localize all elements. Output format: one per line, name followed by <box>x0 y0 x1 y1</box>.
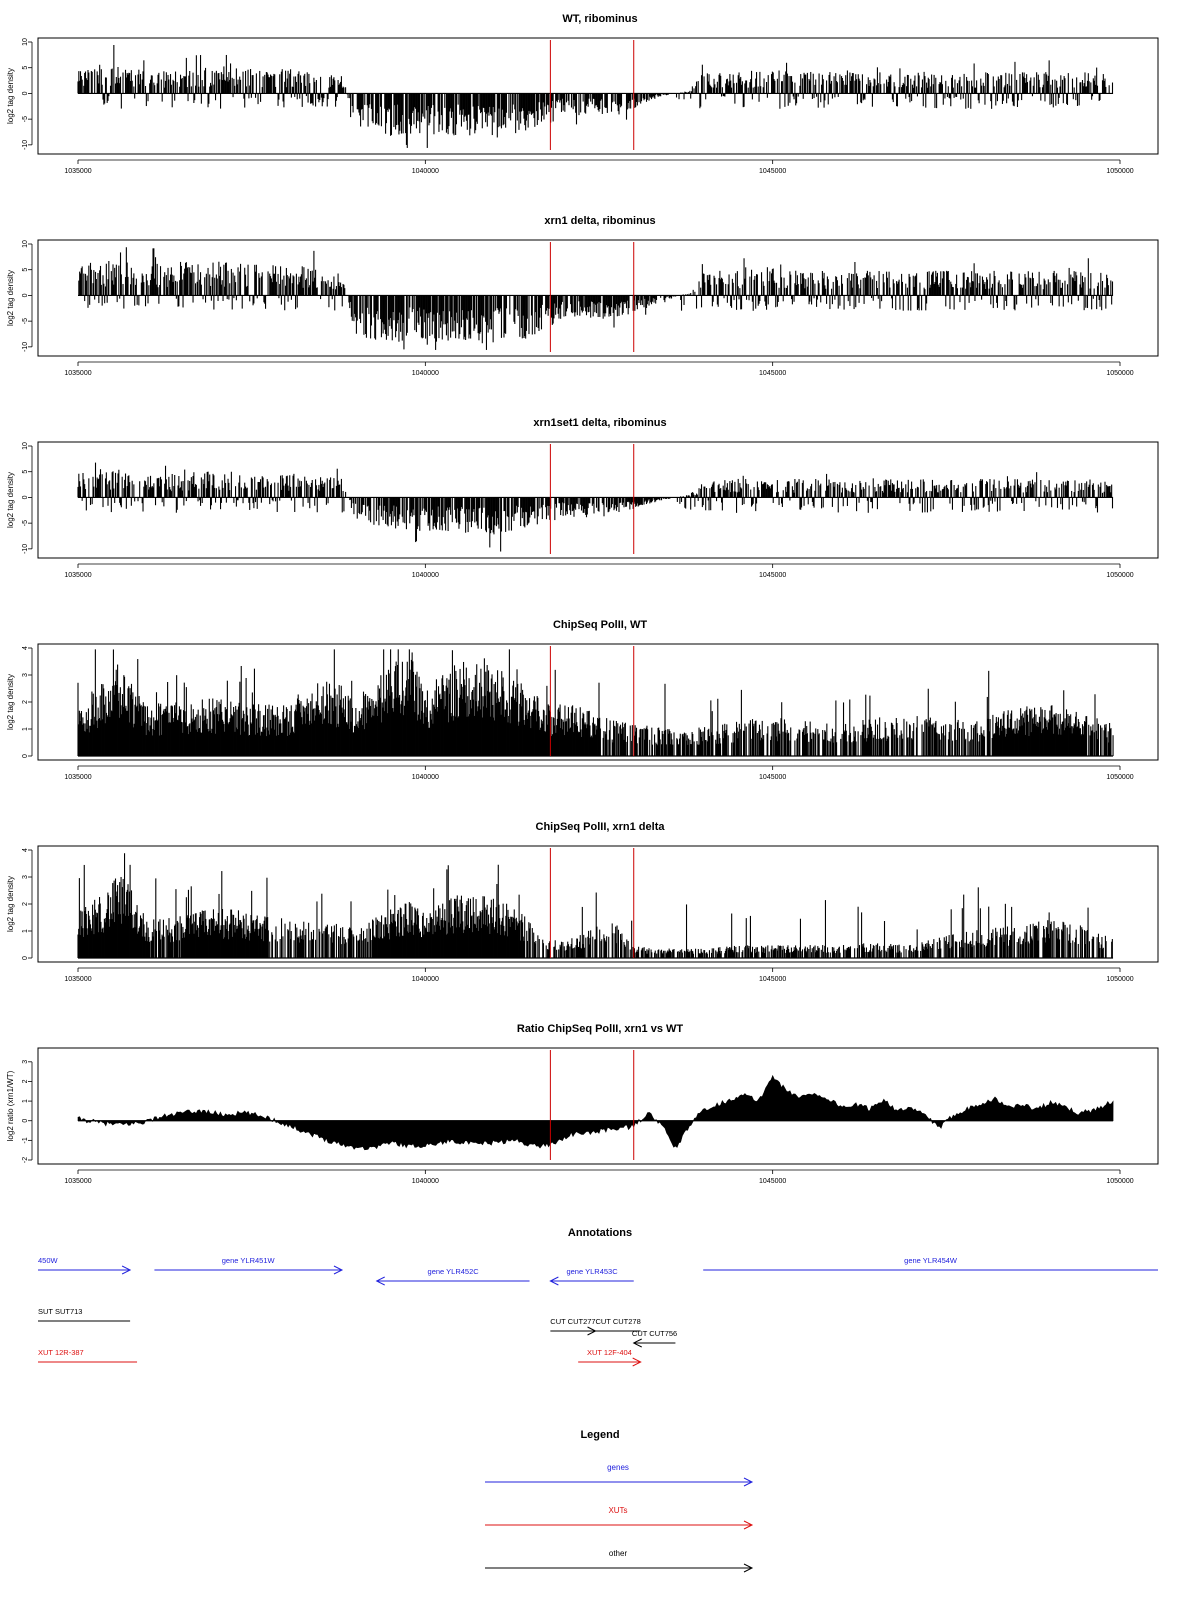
y-axis: 0 1 2 3 4 <box>22 646 33 758</box>
chart-panel-2: xrn1 delta, ribominus log2 tag density -10… <box>6 215 1159 377</box>
x-tick-label: 1045000 <box>759 168 786 175</box>
plot-frame <box>37 37 1159 155</box>
y-axis-label: log2 tag density <box>6 674 15 730</box>
y-tick-label: -5 <box>22 520 29 526</box>
plot-frame <box>37 239 1159 357</box>
panel-title: ChipSeq PolII, WT <box>553 619 647 631</box>
y-axis-label: log2 tag density <box>6 68 15 124</box>
y-tick-label: 5 <box>22 268 29 272</box>
x-tick-label: 1035000 <box>64 572 91 579</box>
data-bars <box>77 853 1113 958</box>
y-axis-label: log2 tag density <box>6 876 15 932</box>
y-tick-label: 3 <box>22 673 29 677</box>
x-tick-label: 1045000 <box>759 572 786 579</box>
data-bars <box>78 247 1114 350</box>
y-tick-label: 2 <box>22 700 29 704</box>
y-axis: -10 -5 0 5 10 <box>22 442 33 554</box>
y-tick-label: 0 <box>22 293 29 297</box>
panel-title: ChipSeq PolII, xrn1 delta <box>536 821 666 833</box>
x-tick-label: 1050000 <box>1106 572 1133 579</box>
panel-title: xrn1 delta, ribominus <box>544 215 655 227</box>
plot-frame <box>37 643 1159 761</box>
x-tick-label: 1040000 <box>412 572 439 579</box>
y-tick-label: 10 <box>22 38 29 46</box>
x-axis: 1035000 1040000 1045000 1050000 <box>64 361 1134 377</box>
x-tick-label: 1035000 <box>64 168 91 175</box>
x-tick-label: 1040000 <box>412 168 439 175</box>
data-bars <box>77 462 1114 552</box>
y-tick-label: -5 <box>22 318 29 324</box>
y-tick-label: 10 <box>22 442 29 450</box>
chart-panel-5: ChipSeq PolII, xrn1 delta log2 tag densit… <box>6 821 1159 983</box>
x-tick-label: 1050000 <box>1106 370 1133 377</box>
y-tick-label: 5 <box>22 470 29 474</box>
y-tick-label: -10 <box>22 140 29 150</box>
chart-panel-1: WT, ribominus log2 tag density -10 -5 0 5 10 10… <box>6 13 1159 175</box>
data-bars <box>77 649 1114 756</box>
x-tick-label: 1050000 <box>1106 168 1133 175</box>
x-tick-label: 1040000 <box>412 370 439 377</box>
chart-panel-4: ChipSeq PolII, WT log2 tag density 0 1 2 3 4 10… <box>6 619 1159 781</box>
y-tick-label: 4 <box>22 646 29 650</box>
y-tick-label: 5 <box>22 66 29 70</box>
x-axis: 1035000 1040000 1045000 1050000 <box>64 159 1134 175</box>
x-tick-label: 1045000 <box>759 370 786 377</box>
chart-panel-3: xrn1set1 delta, ribominus log2 tag densit… <box>6 417 1159 579</box>
y-tick-label: -10 <box>22 544 29 554</box>
y-tick-label: -10 <box>22 342 29 352</box>
y-axis: -10 -5 0 5 10 <box>22 38 33 150</box>
y-tick-label: 0 <box>22 495 29 499</box>
plot-frame <box>37 441 1159 559</box>
x-axis: 1035000 1040000 1045000 1050000 <box>64 563 1134 579</box>
y-tick-label: 0 <box>22 754 29 758</box>
y-tick-label: 1 <box>22 727 29 731</box>
x-tick-label: 1035000 <box>64 774 91 781</box>
x-tick-label: 1040000 <box>412 774 439 781</box>
y-tick-label: -5 <box>22 116 29 122</box>
y-tick-label: 0 <box>22 91 29 95</box>
y-axis: -10 -5 0 5 10 <box>22 240 33 352</box>
x-tick-label: 1050000 <box>1106 774 1133 781</box>
x-axis: 1035000 1040000 1045000 1050000 <box>64 765 1134 781</box>
y-axis-label: log2 tag density <box>6 270 15 326</box>
panel-title: xrn1set1 delta, ribominus <box>533 417 666 429</box>
x-tick-label: 1045000 <box>759 774 786 781</box>
panel-title: WT, ribominus <box>562 13 637 25</box>
data-bars <box>77 44 1114 148</box>
x-tick-label: 1035000 <box>64 370 91 377</box>
y-axis-label: log2 tag density <box>6 472 15 528</box>
y-tick-label: 10 <box>22 240 29 248</box>
